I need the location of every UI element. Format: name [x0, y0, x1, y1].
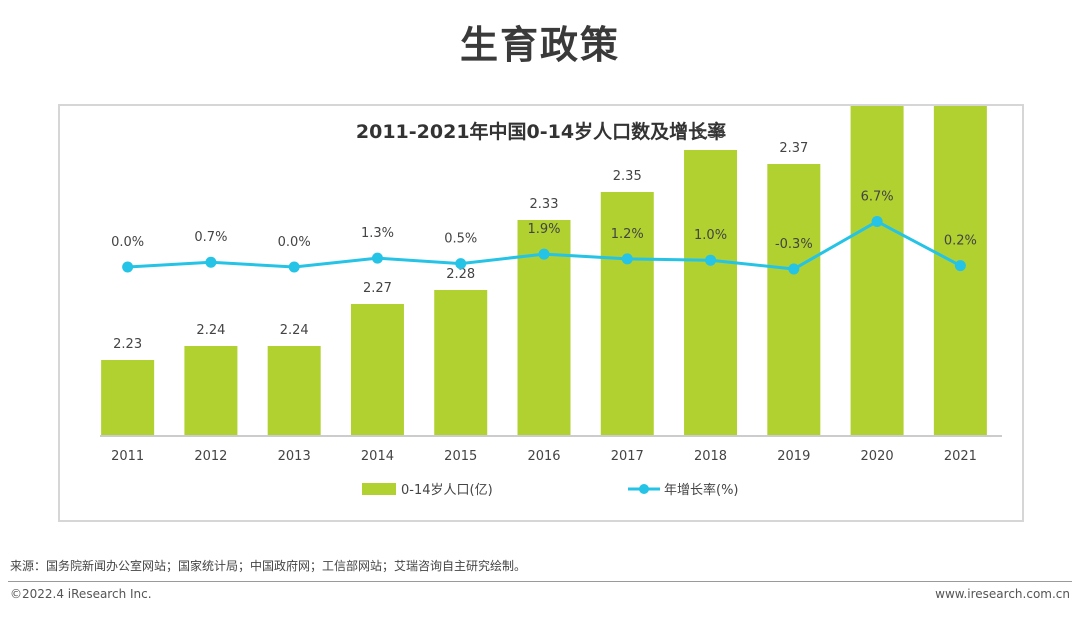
growth-label-2021: 0.2% [944, 234, 977, 249]
bar-label-2011: 2.23 [113, 337, 142, 352]
growth-label-2014: 1.3% [361, 226, 394, 241]
growth-point-2016 [538, 248, 550, 260]
bar-2013 [267, 346, 321, 435]
growth-label-2016: 1.9% [527, 222, 560, 237]
bar-2012 [184, 346, 238, 435]
chart-svg: 2011-2021年中国0-14岁人口数及增长率 2.23 2.24 2.24 2.27… [100, 106, 1002, 498]
x-tick-label-2017: 2017 [611, 449, 644, 464]
legend-label-growth: 年增长率(%) [664, 482, 739, 498]
copyright: ©2022.4 iResearch Inc. [10, 587, 152, 601]
growth-label-2019: -0.3% [775, 237, 813, 252]
x-tick-label-2020: 2020 [861, 449, 894, 464]
source-note: 来源：国务院新闻办公室网站；国家统计局；中国政府网；工信部网站；艾瑞咨询自主研究… [10, 559, 527, 573]
bar-label-2015: 2.28 [446, 267, 475, 282]
growth-label-2012: 0.7% [194, 230, 227, 245]
growth-label-2015: 0.5% [444, 232, 477, 247]
x-tick-label-2015: 2015 [444, 449, 477, 464]
x-tick-label-2016: 2016 [527, 449, 560, 464]
growth-point-2014 [371, 252, 383, 264]
x-tick-label-2018: 2018 [694, 449, 727, 464]
bar-2020 [850, 106, 904, 435]
growth-label-2018: 1.0% [694, 228, 727, 243]
x-tick-label-2021: 2021 [944, 449, 977, 464]
growth-point-2021 [954, 260, 966, 272]
x-tick-label-2014: 2014 [361, 449, 394, 464]
x-tick-label-2011: 2011 [111, 449, 144, 464]
growth-point-2020 [871, 215, 883, 227]
bar-label-2012: 2.24 [196, 323, 225, 338]
x-tick-label-2012: 2012 [194, 449, 227, 464]
legend-marker-growth [639, 484, 649, 494]
bar-2014 [350, 304, 404, 435]
page-title: 生育政策 [459, 23, 620, 67]
growth-label-2017: 1.2% [611, 227, 644, 242]
growth-label-2011: 0.0% [111, 235, 144, 250]
legend-label-population: 0-14岁人口(亿) [401, 483, 493, 498]
growth-point-2012 [205, 256, 217, 268]
growth-point-2013 [288, 261, 300, 273]
x-tick-label-2013: 2013 [278, 449, 311, 464]
bar-2018 [684, 150, 738, 435]
bar-label-2018: 2.38 [696, 127, 725, 142]
growth-point-2017 [621, 253, 633, 265]
bar-2017 [600, 192, 654, 435]
bar-2015 [434, 290, 488, 435]
growth-label-2013: 0.0% [278, 235, 311, 250]
chart-frame: 2011-2021年中国0-14岁人口数及增长率 2.23 2.24 2.24 2.27… [58, 104, 1024, 522]
growth-point-2019 [788, 263, 800, 275]
chart-title: 2011-2021年中国0-14岁人口数及增长率 [356, 120, 726, 143]
legend-swatch-population [362, 483, 396, 495]
bar-label-2013: 2.24 [280, 323, 309, 338]
growth-point-2015 [455, 258, 467, 270]
bar-2011 [101, 360, 155, 435]
x-tick-label-2019: 2019 [777, 449, 810, 464]
website-link[interactable]: www.iresearch.com.cn [935, 587, 1070, 601]
bar-label-2014: 2.27 [363, 281, 392, 296]
growth-point-2018 [705, 254, 717, 266]
bar-2019 [767, 164, 821, 435]
footer-divider [8, 581, 1072, 582]
bar-label-2017: 2.35 [613, 169, 642, 184]
growth-point-2011 [122, 261, 134, 273]
bar-label-2019: 2.37 [779, 141, 808, 156]
bar-label-2016: 2.33 [530, 197, 559, 212]
growth-label-2020: 6.7% [861, 189, 894, 204]
